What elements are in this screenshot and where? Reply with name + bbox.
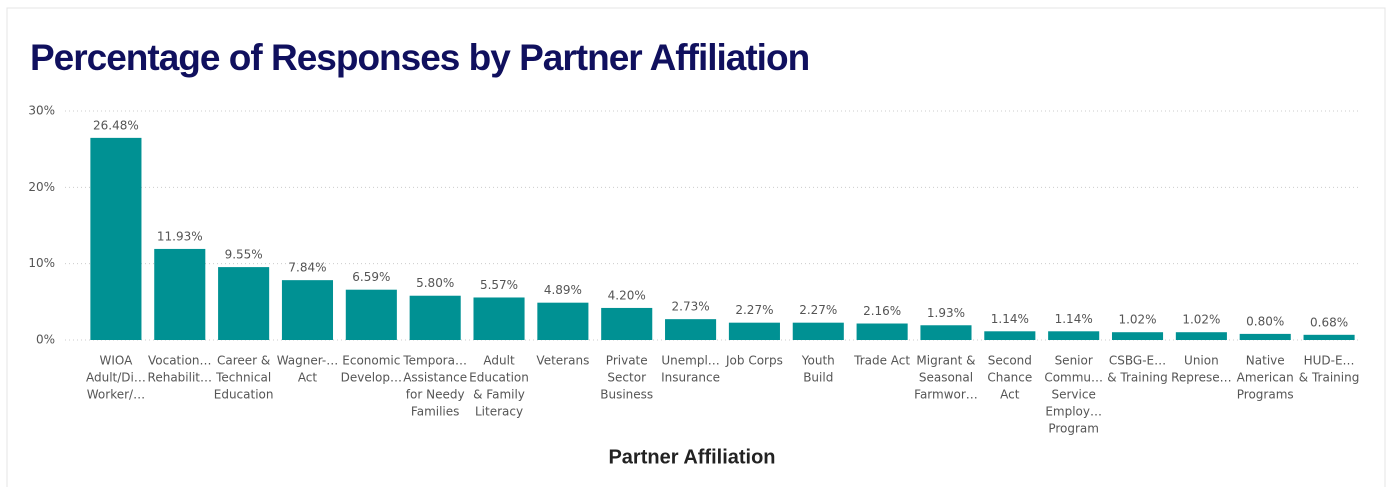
bar: [665, 319, 717, 340]
x-tick-label: Senior: [1055, 354, 1093, 368]
bar: [1111, 332, 1164, 340]
x-tick-label: Wagner-…: [277, 354, 339, 368]
x-tick-label: & Training: [1107, 371, 1168, 385]
x-tick-label: Literacy: [475, 405, 523, 419]
bar: [856, 323, 908, 340]
x-tick-label: for Needy: [406, 388, 465, 402]
bar: [1239, 333, 1291, 340]
x-tick-label: Veterans: [536, 354, 589, 368]
x-tick-label: Program: [1048, 422, 1099, 436]
x-tick-label: Economic: [342, 354, 400, 368]
x-tick-label: Business: [600, 388, 653, 402]
bar: [537, 302, 589, 340]
x-axis-title: Partner Affiliation: [608, 446, 775, 468]
bar: [601, 307, 653, 340]
data-label: 26.48%: [93, 118, 139, 132]
x-tick-label: Develop…: [341, 371, 402, 385]
bar: [984, 331, 1036, 340]
data-label: 2.73%: [672, 300, 710, 314]
x-tick-label: Build: [803, 371, 833, 385]
x-tick-label: Adult/Di…: [86, 371, 146, 385]
x-tick-label: & Family: [473, 388, 525, 402]
x-tick-label: Commu…: [1044, 371, 1103, 385]
x-tick-label: Native: [1246, 354, 1285, 368]
x-tick-label: HUD-E…: [1304, 354, 1355, 368]
x-tick-label: Adult: [483, 354, 515, 368]
x-tick-label: Represe…: [1171, 371, 1232, 385]
data-label: 1.93%: [927, 306, 965, 320]
data-label: 1.14%: [991, 312, 1029, 326]
bar: [473, 297, 525, 340]
x-tick-label: Assistance: [403, 371, 467, 385]
bar: [920, 325, 972, 340]
data-label: 2.16%: [863, 304, 901, 318]
bar: [1048, 331, 1100, 340]
x-tick-label: Education: [214, 388, 274, 402]
x-tick-label: CSBG-E…: [1109, 354, 1166, 368]
x-tick-label: Second: [988, 354, 1032, 368]
data-label: 5.57%: [480, 278, 518, 292]
x-tick-label: Rehabilit…: [148, 371, 212, 385]
data-label: 11.93%: [157, 229, 203, 243]
data-label: 1.02%: [1182, 313, 1220, 327]
x-tick-label: Union: [1184, 354, 1219, 368]
x-tick-label: Youth: [801, 354, 835, 368]
x-tick-label: Act: [298, 371, 318, 385]
x-tick-label: Programs: [1237, 388, 1294, 402]
x-tick-label: Vocation…: [148, 354, 212, 368]
bar: [1175, 332, 1227, 340]
data-label: 4.89%: [544, 283, 582, 297]
x-tick-label: & Training: [1299, 371, 1360, 385]
data-label: 4.20%: [608, 288, 646, 302]
data-label: 0.68%: [1310, 315, 1348, 329]
data-label: 0.80%: [1246, 314, 1284, 328]
x-tick-label: Families: [411, 405, 459, 419]
x-tick-label: WIOA: [99, 354, 133, 368]
y-tick-label: 10%: [28, 256, 55, 270]
y-tick-label: 20%: [28, 180, 55, 194]
x-tick-label: Employ…: [1045, 405, 1102, 419]
x-tick-label: Technical: [215, 371, 271, 385]
x-tick-label: Act: [1000, 388, 1020, 402]
data-label: 2.27%: [735, 303, 773, 317]
x-tick-label: Education: [469, 371, 529, 385]
bar: [281, 280, 334, 340]
x-tick-label: Insurance: [661, 371, 720, 385]
y-tick-label: 0%: [36, 333, 55, 347]
bar: [154, 248, 206, 340]
x-tick-label: Career &: [217, 354, 270, 368]
bar: [90, 137, 142, 340]
data-label: 1.14%: [1055, 312, 1093, 326]
data-label: 9.55%: [225, 248, 263, 262]
data-label: 7.84%: [288, 261, 326, 275]
x-tick-label: Chance: [987, 371, 1032, 385]
y-tick-label: 30%: [28, 104, 55, 118]
bar: [1303, 334, 1355, 340]
x-tick-label: Unempl…: [661, 354, 719, 368]
chart-title: Percentage of Responses by Partner Affil…: [30, 37, 809, 78]
x-tick-label: Service: [1051, 388, 1095, 402]
x-tick-label: Sector: [607, 371, 646, 385]
data-label: 1.02%: [1118, 313, 1156, 327]
x-tick-label: Farmwor…: [914, 388, 978, 402]
x-tick-label: Tempora…: [402, 354, 467, 368]
bar: [218, 267, 270, 340]
data-label: 2.27%: [799, 303, 837, 317]
x-tick-label: Private: [606, 354, 648, 368]
data-label: 5.80%: [416, 276, 454, 290]
data-label: 6.59%: [352, 270, 390, 284]
bar: [345, 289, 397, 340]
x-tick-label: Seasonal: [919, 371, 973, 385]
x-tick-label: American: [1237, 371, 1294, 385]
x-tick-label: Job Corps: [725, 354, 783, 368]
x-tick-label: Trade Act: [853, 354, 910, 368]
bar: [792, 322, 844, 340]
x-tick-label: Migrant &: [916, 354, 975, 368]
bar: [409, 295, 461, 340]
bar: [728, 322, 780, 340]
card: [6, 7, 1386, 487]
x-tick-label: Worker/…: [87, 388, 145, 402]
